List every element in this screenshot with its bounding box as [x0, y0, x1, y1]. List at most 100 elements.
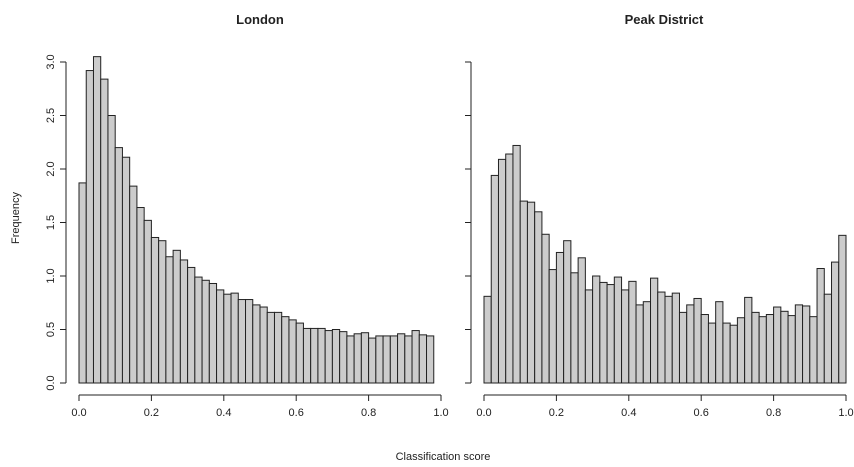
bar-group: [483, 144, 847, 384]
histogram-bar: [744, 296, 753, 384]
histogram-bar: [237, 299, 247, 384]
histogram-bar: [331, 329, 341, 384]
y-axis-label: Frequency: [10, 192, 22, 244]
y-tick-label: 1.0: [45, 268, 57, 283]
histogram-bar: [353, 333, 362, 384]
histogram-bar: [628, 280, 637, 384]
panel-title: London: [236, 12, 284, 27]
histogram-bar: [802, 305, 811, 384]
histogram-bar: [295, 322, 304, 384]
histogram-bar: [765, 314, 775, 384]
histogram-bar: [273, 311, 283, 384]
histogram-bar: [563, 240, 572, 384]
x-tick-label: 0.4: [216, 407, 231, 419]
histogram-bar: [324, 330, 333, 384]
histogram-bar: [172, 249, 181, 384]
histogram-bar: [150, 236, 160, 384]
x-tick-label: 0.2: [144, 407, 159, 419]
histogram-bar: [490, 174, 499, 384]
histogram-bar: [360, 332, 370, 384]
histogram-bar: [281, 316, 290, 384]
histogram-bar: [317, 327, 326, 384]
histogram-bar: [483, 295, 492, 384]
histogram-bar: [411, 330, 420, 384]
histogram-bar: [121, 156, 131, 384]
histogram-bar: [534, 211, 543, 384]
x-tick-label: 0.2: [549, 407, 564, 419]
histogram-bar: [426, 335, 435, 384]
histogram-bar: [78, 182, 87, 384]
histogram-bar: [223, 293, 232, 384]
histogram-bar: [671, 292, 680, 384]
x-tick-label: 1.0: [433, 407, 448, 419]
x-tick-label: 0.6: [694, 407, 709, 419]
histogram-bar: [722, 322, 731, 384]
histogram-bar: [526, 201, 536, 384]
histogram-bar: [621, 289, 630, 384]
y-axis: [465, 61, 472, 384]
histogram-bar: [678, 311, 688, 384]
y-tick-label: 2.5: [45, 108, 57, 123]
x-tick-label: 0.0: [71, 407, 86, 419]
histogram-bar: [700, 314, 709, 384]
histogram-bar: [707, 322, 717, 384]
y-tick-label: 0.5: [45, 322, 57, 337]
histogram-bar: [729, 324, 738, 384]
histogram-bar: [230, 292, 239, 384]
panel-title: Peak District: [625, 12, 704, 27]
histogram-bar: [252, 304, 261, 384]
histogram-bar: [310, 327, 319, 384]
histogram-bar: [693, 297, 702, 384]
histogram-bar: [758, 316, 767, 384]
histogram-bar: [136, 207, 145, 384]
histogram-bar: [736, 317, 746, 384]
histogram-bar: [831, 261, 840, 384]
histogram-bar: [216, 289, 225, 384]
histogram-bar: [780, 310, 789, 384]
x-axis-label: Classification score: [396, 451, 491, 462]
histogram-bar: [548, 269, 557, 384]
y-tick-label: 0.0: [45, 375, 57, 390]
histogram-bar: [809, 316, 818, 384]
histogram-bar: [158, 240, 167, 384]
histogram-bar: [187, 266, 196, 384]
histogram-bar: [751, 311, 760, 384]
histogram-bar: [259, 306, 268, 384]
histogram-bar: [577, 257, 586, 384]
histogram-bar: [85, 70, 94, 384]
histogram-bar: [592, 275, 601, 384]
histogram-bar: [650, 277, 659, 384]
histogram-bar: [613, 276, 623, 384]
x-axis: 0.0 0.2 0.4 0.6 0.8 1.0: [476, 394, 854, 419]
y-tick-label: 3.0: [45, 54, 57, 69]
histogram-bar: [143, 219, 152, 384]
panel-london: London 0.0 0.2 0.4 0.6 0.8 1.0 0.0 0.5 1.0 1.5 2.…: [45, 12, 449, 419]
histogram-bar: [245, 299, 254, 384]
histogram-bar: [555, 251, 565, 384]
histogram-bar: [816, 268, 825, 384]
histogram-bar: [519, 200, 528, 384]
histogram-bar: [773, 306, 782, 384]
histogram-bar: [382, 335, 391, 384]
histogram-bar: [606, 284, 615, 384]
histogram-bar: [107, 115, 116, 384]
x-tick-label: 0.8: [361, 407, 376, 419]
histogram-bar: [100, 78, 109, 384]
histogram-bar: [266, 311, 275, 384]
histogram-bar: [541, 233, 550, 384]
histogram-bar: [794, 304, 804, 384]
x-tick-label: 0.8: [766, 407, 781, 419]
histogram-bar: [418, 334, 428, 384]
histogram-bar: [570, 272, 579, 384]
histogram-bar: [389, 335, 399, 384]
panel-peak-district: Peak District 0.0 0.2 0.4 0.6 0.8 1.0: [465, 12, 854, 419]
histogram-bar: [686, 304, 695, 384]
histogram-bar: [368, 337, 377, 384]
histogram-bar: [823, 293, 833, 384]
histogram-bar: [114, 147, 123, 384]
x-tick-label: 1.0: [838, 407, 853, 419]
histogram-bar: [302, 327, 312, 384]
y-tick-label: 2.0: [45, 161, 57, 176]
